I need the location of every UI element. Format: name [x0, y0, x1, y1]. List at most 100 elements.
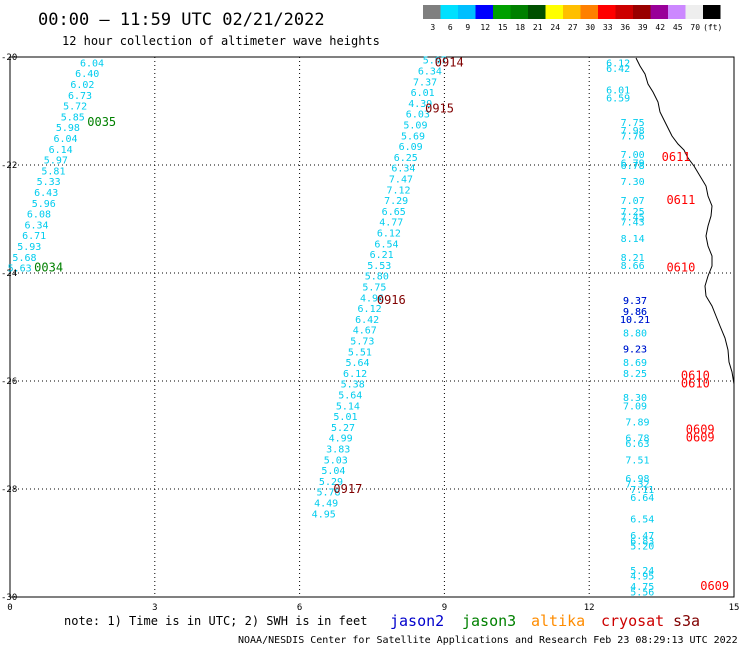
wave-height-value: 8.30	[623, 393, 647, 404]
wave-height-value: 5.51	[348, 347, 372, 358]
wave-height-value: 5.72	[63, 102, 87, 113]
colorbar-label: 6	[448, 23, 453, 32]
wave-height-value: 6.01	[606, 85, 630, 96]
pass-label: 0915	[425, 101, 454, 115]
pass-label: 0609	[686, 431, 715, 445]
pass-label: 0609	[686, 423, 715, 437]
wave-height-value: 6.01	[411, 88, 435, 99]
colorbar-swatch	[650, 5, 668, 19]
wave-height-value: 7.43	[621, 218, 645, 229]
colorbar-swatch	[615, 5, 633, 19]
colorbar-legend: 3 6 9 12 15 18 21 24 27 30 33 36 39 42 45 70 (ft)	[423, 5, 722, 32]
y-tick-label: -28	[1, 485, 17, 495]
wave-height-value: 5.24	[630, 566, 654, 577]
colorbar-label: (ft)	[703, 23, 722, 32]
wave-height-value: 6.42	[355, 315, 379, 326]
wave-height-value: 4.39	[408, 99, 432, 110]
wave-height-value: 7.11	[630, 485, 654, 496]
colorbar-swatch	[703, 5, 721, 19]
wave-height-value: 7.98	[621, 126, 645, 137]
pass-label: 0610	[666, 261, 695, 275]
wave-height-value: 5.81	[41, 166, 65, 177]
wave-height-value: 7.51	[625, 455, 649, 466]
grid-lines	[10, 57, 734, 597]
wave-height-value: 5.20	[630, 542, 654, 553]
wave-height-value: 6.98	[625, 474, 649, 485]
x-tick-label: 9	[442, 603, 447, 613]
wave-height-value: 5.73	[350, 337, 374, 348]
colorbar-label: 36	[620, 23, 630, 32]
x-tick-label: 0	[7, 603, 12, 613]
colorbar-label: 27	[568, 23, 578, 32]
wave-height-value: 7.89	[625, 418, 649, 429]
wave-height-value: 5.09	[403, 121, 427, 132]
colorbar-label: 18	[515, 23, 525, 32]
colorbar-swatch	[440, 5, 458, 19]
axis-ticks: 0 3 6 9 12 15 -20 -22 -24 -26 -28 -30	[1, 53, 739, 613]
wave-height-value: 6.71	[22, 231, 46, 242]
wave-height-value: 7.76	[621, 131, 645, 142]
wave-height-value: 9.37	[623, 296, 647, 307]
wave-height-value: 5.14	[336, 401, 360, 412]
wave-height-value: 10.21	[620, 315, 650, 326]
legend-s3a: s3a	[673, 612, 700, 630]
x-tick-label: 6	[297, 603, 302, 613]
wave-height-value: 4.67	[353, 326, 377, 337]
wave-height-value: 6.04	[53, 134, 77, 145]
colorbar-label: 39	[638, 23, 648, 32]
wave-height-value: 8.80	[623, 328, 647, 339]
pass-label: 0610	[681, 369, 710, 383]
wave-height-value: 5.63	[8, 264, 32, 275]
colorbar-label: 21	[533, 23, 543, 32]
colorbar-label: 42	[655, 23, 665, 32]
wave-height-value: 10.21	[620, 315, 650, 326]
colorbar-swatch	[633, 5, 651, 19]
colorbar-swatch	[545, 5, 563, 19]
colorbar-swatch	[580, 5, 598, 19]
plot-frame	[9, 56, 735, 598]
wave-height-value: 5.75	[362, 283, 386, 294]
colorbar-swatch	[493, 5, 511, 19]
wave-height-value: 4.77	[379, 218, 403, 229]
colorbar-label: 33	[603, 23, 613, 32]
wave-height-value: 6.59	[606, 94, 630, 105]
wave-height-value: 7.00	[621, 150, 645, 161]
x-tick-label: 15	[729, 603, 740, 613]
wave-height-values: 6.046.406.026.735.725.855.986.046.145.97…	[8, 56, 655, 599]
colorbar-label: 3	[430, 23, 435, 32]
wave-height-value: 9.86	[623, 307, 647, 318]
pass-label: 0034	[34, 261, 63, 275]
wave-height-value: 6.43	[34, 188, 58, 199]
colorbar-swatch	[423, 5, 441, 19]
pass-labels: 0035003409140915091609170611061106100610…	[34, 55, 729, 593]
y-tick-label: -24	[1, 269, 17, 279]
wave-height-value: 5.93	[17, 242, 41, 253]
wave-height-value: 6.65	[382, 207, 406, 218]
colorbar-swatch	[598, 5, 616, 19]
y-tick-label: -26	[1, 377, 17, 387]
wave-height-value: 5.64	[338, 391, 362, 402]
wave-height-value: 5.01	[333, 412, 357, 423]
x-tick-label: 12	[584, 603, 595, 613]
wave-height-value: 6.40	[75, 69, 99, 80]
wave-height-value: 7.09	[623, 401, 647, 412]
wave-height-value: 5.04	[321, 466, 345, 477]
legend-jason2: jason2	[390, 612, 444, 630]
wave-height-value: 5.97	[44, 156, 68, 167]
pass-label: 0610	[681, 377, 710, 391]
wave-height-value: 6.14	[49, 145, 73, 156]
wave-height-value: 7.25	[621, 207, 645, 218]
wave-height-value: 5.69	[401, 131, 425, 142]
wave-height-value: 5.07	[423, 56, 447, 67]
wave-height-value: 8.66	[621, 261, 645, 272]
colorbar-swatch	[528, 5, 546, 19]
wave-height-value: 6.64	[630, 493, 654, 504]
y-tick-label: -22	[1, 161, 17, 171]
wave-height-value: 7.75	[621, 118, 645, 129]
pass-label: 0611	[662, 150, 691, 164]
colorbar-label: 30	[585, 23, 595, 32]
wave-height-value: 6.21	[370, 250, 394, 261]
wave-height-value: 5.96	[32, 199, 56, 210]
wave-height-value: 7.32	[625, 480, 649, 491]
wave-height-value: 6.12	[343, 369, 367, 380]
